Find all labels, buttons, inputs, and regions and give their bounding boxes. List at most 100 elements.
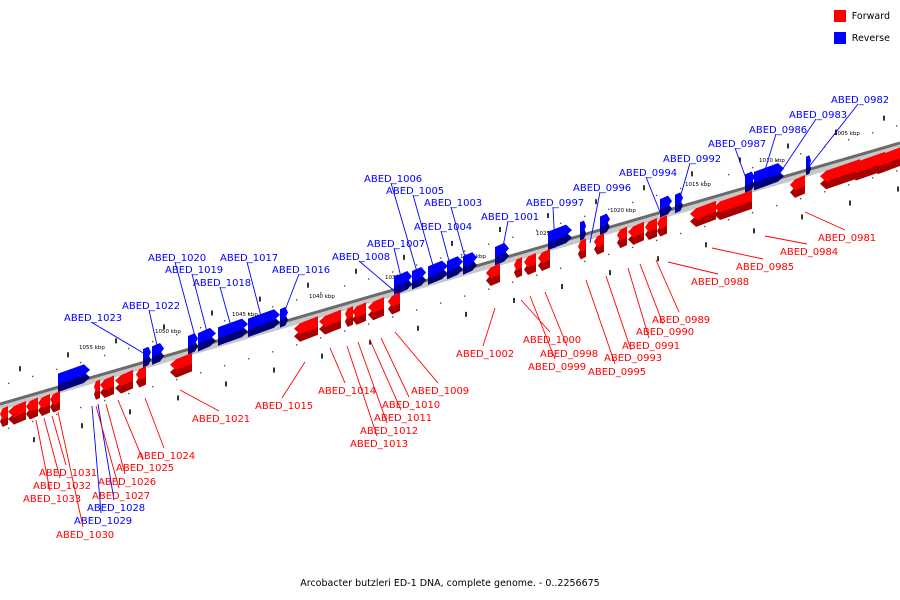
scale-dot-upper — [752, 166, 754, 169]
scale-dot-lower — [896, 170, 898, 172]
scale-dot-lower — [824, 191, 826, 193]
gene-arrow-body — [524, 253, 536, 268]
gene-leader-line — [358, 260, 399, 295]
scale-dot-lower — [152, 385, 154, 388]
gene-arrow — [645, 217, 657, 240]
gene-leader-line — [174, 261, 197, 341]
scale-dot-upper — [32, 375, 34, 378]
scale-dot-upper — [416, 264, 418, 266]
legend: Forward Reverse — [833, 9, 890, 53]
gene-label: ABED_0988 — [691, 277, 749, 288]
gene-label: ABED_1022 — [122, 301, 180, 312]
gene-label: ABED_1025 — [116, 463, 174, 474]
gene-arrow — [294, 316, 318, 342]
gene-leader-line — [329, 347, 346, 384]
gene-arrow-body — [548, 224, 572, 243]
legend-reverse-label: Reverse — [851, 32, 890, 44]
gene-arrow-body — [136, 366, 146, 381]
gene-arrow-body — [594, 233, 604, 248]
gene-leader-line — [645, 176, 661, 213]
gene-arrow-body — [115, 369, 133, 387]
gene-label: ABED_1020 — [148, 253, 206, 264]
gene-arrow-body — [580, 220, 586, 234]
gene-arrow — [218, 318, 248, 346]
gene-leader-line — [605, 275, 632, 351]
gene-label: ABED_1009 — [411, 386, 469, 397]
gene-leader-line — [589, 191, 601, 244]
tick-label: 1020 kbp — [610, 208, 636, 214]
scale-dot-lower — [224, 365, 226, 367]
gene-arrow — [790, 175, 805, 198]
gene-leader-line — [734, 147, 749, 185]
scale-dot-upper — [104, 354, 106, 357]
gene-label: ABED_1015 — [255, 401, 313, 412]
gene-arrow-body — [248, 309, 280, 330]
gene-arrow — [690, 200, 716, 227]
gene-arrow-body — [319, 309, 341, 327]
gene-arrow — [548, 224, 572, 251]
gene-label: ABED_0994 — [619, 168, 677, 179]
tick-label: 1050 kbp — [155, 329, 181, 335]
gene-arrow-body — [394, 274, 400, 288]
gene-leader-line — [91, 405, 102, 514]
gene-leader-line — [675, 162, 691, 213]
gene-arrow-body — [170, 352, 192, 371]
gene-arrow-body — [38, 394, 50, 409]
gene-arrow-body — [50, 391, 60, 405]
gene-label: ABED_0982 — [831, 95, 889, 106]
scale-dot-lower — [776, 204, 778, 207]
gene-leader-line — [95, 405, 120, 489]
scale-dot-lower — [488, 288, 490, 290]
gene-arrow-body — [538, 249, 550, 264]
gene-label: ABED_1006 — [364, 174, 422, 185]
gene-arrow-body — [850, 151, 885, 173]
gene-label: ABED_0986 — [749, 125, 807, 136]
gene-leader-line — [357, 341, 388, 424]
gene-arrow-body — [218, 318, 248, 339]
scale-dot-upper — [560, 222, 562, 224]
gene-arrow — [412, 266, 426, 290]
scale-dot-upper — [896, 125, 898, 127]
gene-arrow-shadow — [548, 232, 572, 251]
scale-dot-lower — [560, 267, 562, 269]
gene-arrow — [514, 257, 522, 278]
gene-leader-line — [43, 417, 61, 479]
gene-arrow-body — [660, 195, 672, 211]
gene-arrow-body — [790, 175, 805, 191]
gene-label: ABED_1032 — [33, 481, 91, 492]
gene-leader-line — [35, 419, 51, 492]
scale-dot-lower — [608, 253, 610, 256]
gene-label: ABED_1010 — [382, 400, 440, 411]
scale-dot-upper — [584, 215, 586, 218]
scale-dot-upper — [800, 153, 802, 155]
gene-leader-line — [529, 295, 556, 360]
gene-leader-line — [191, 273, 209, 337]
gene-label: ABED_0998 — [540, 349, 598, 360]
tick-label: 1040 kbp — [309, 294, 335, 300]
scale-dot-upper — [488, 243, 490, 245]
scale-dot-lower — [128, 392, 130, 395]
scale-dot-lower — [32, 420, 34, 423]
gene-leader-line — [667, 261, 719, 275]
gene-arrow-body — [514, 257, 522, 271]
gene-label: ABED_1028 — [87, 503, 145, 514]
scale-dot-lower — [632, 246, 634, 249]
scale-dot-upper — [680, 187, 682, 190]
gene-label: ABED_0989 — [652, 315, 710, 326]
gene-arrow-body — [714, 190, 752, 213]
scale-dot-lower — [440, 302, 442, 304]
gene-label: ABED_1003 — [424, 198, 482, 209]
gene-label: ABED_1029 — [74, 516, 132, 527]
scale-dot-upper — [56, 368, 58, 371]
gene-label: ABED_1033 — [23, 494, 81, 505]
gene-arrow — [820, 159, 860, 190]
gene-leader-line — [639, 263, 664, 325]
gene-arrow — [248, 309, 280, 338]
scale-dot-lower — [728, 218, 730, 221]
gene-leader-line — [281, 361, 306, 399]
gene-arrow-shadow — [218, 326, 248, 346]
scale-dot-upper — [296, 299, 298, 301]
legend-forward: Forward — [833, 9, 890, 23]
gene-leader-line — [764, 235, 808, 245]
gene-label: ABED_1012 — [360, 426, 418, 437]
